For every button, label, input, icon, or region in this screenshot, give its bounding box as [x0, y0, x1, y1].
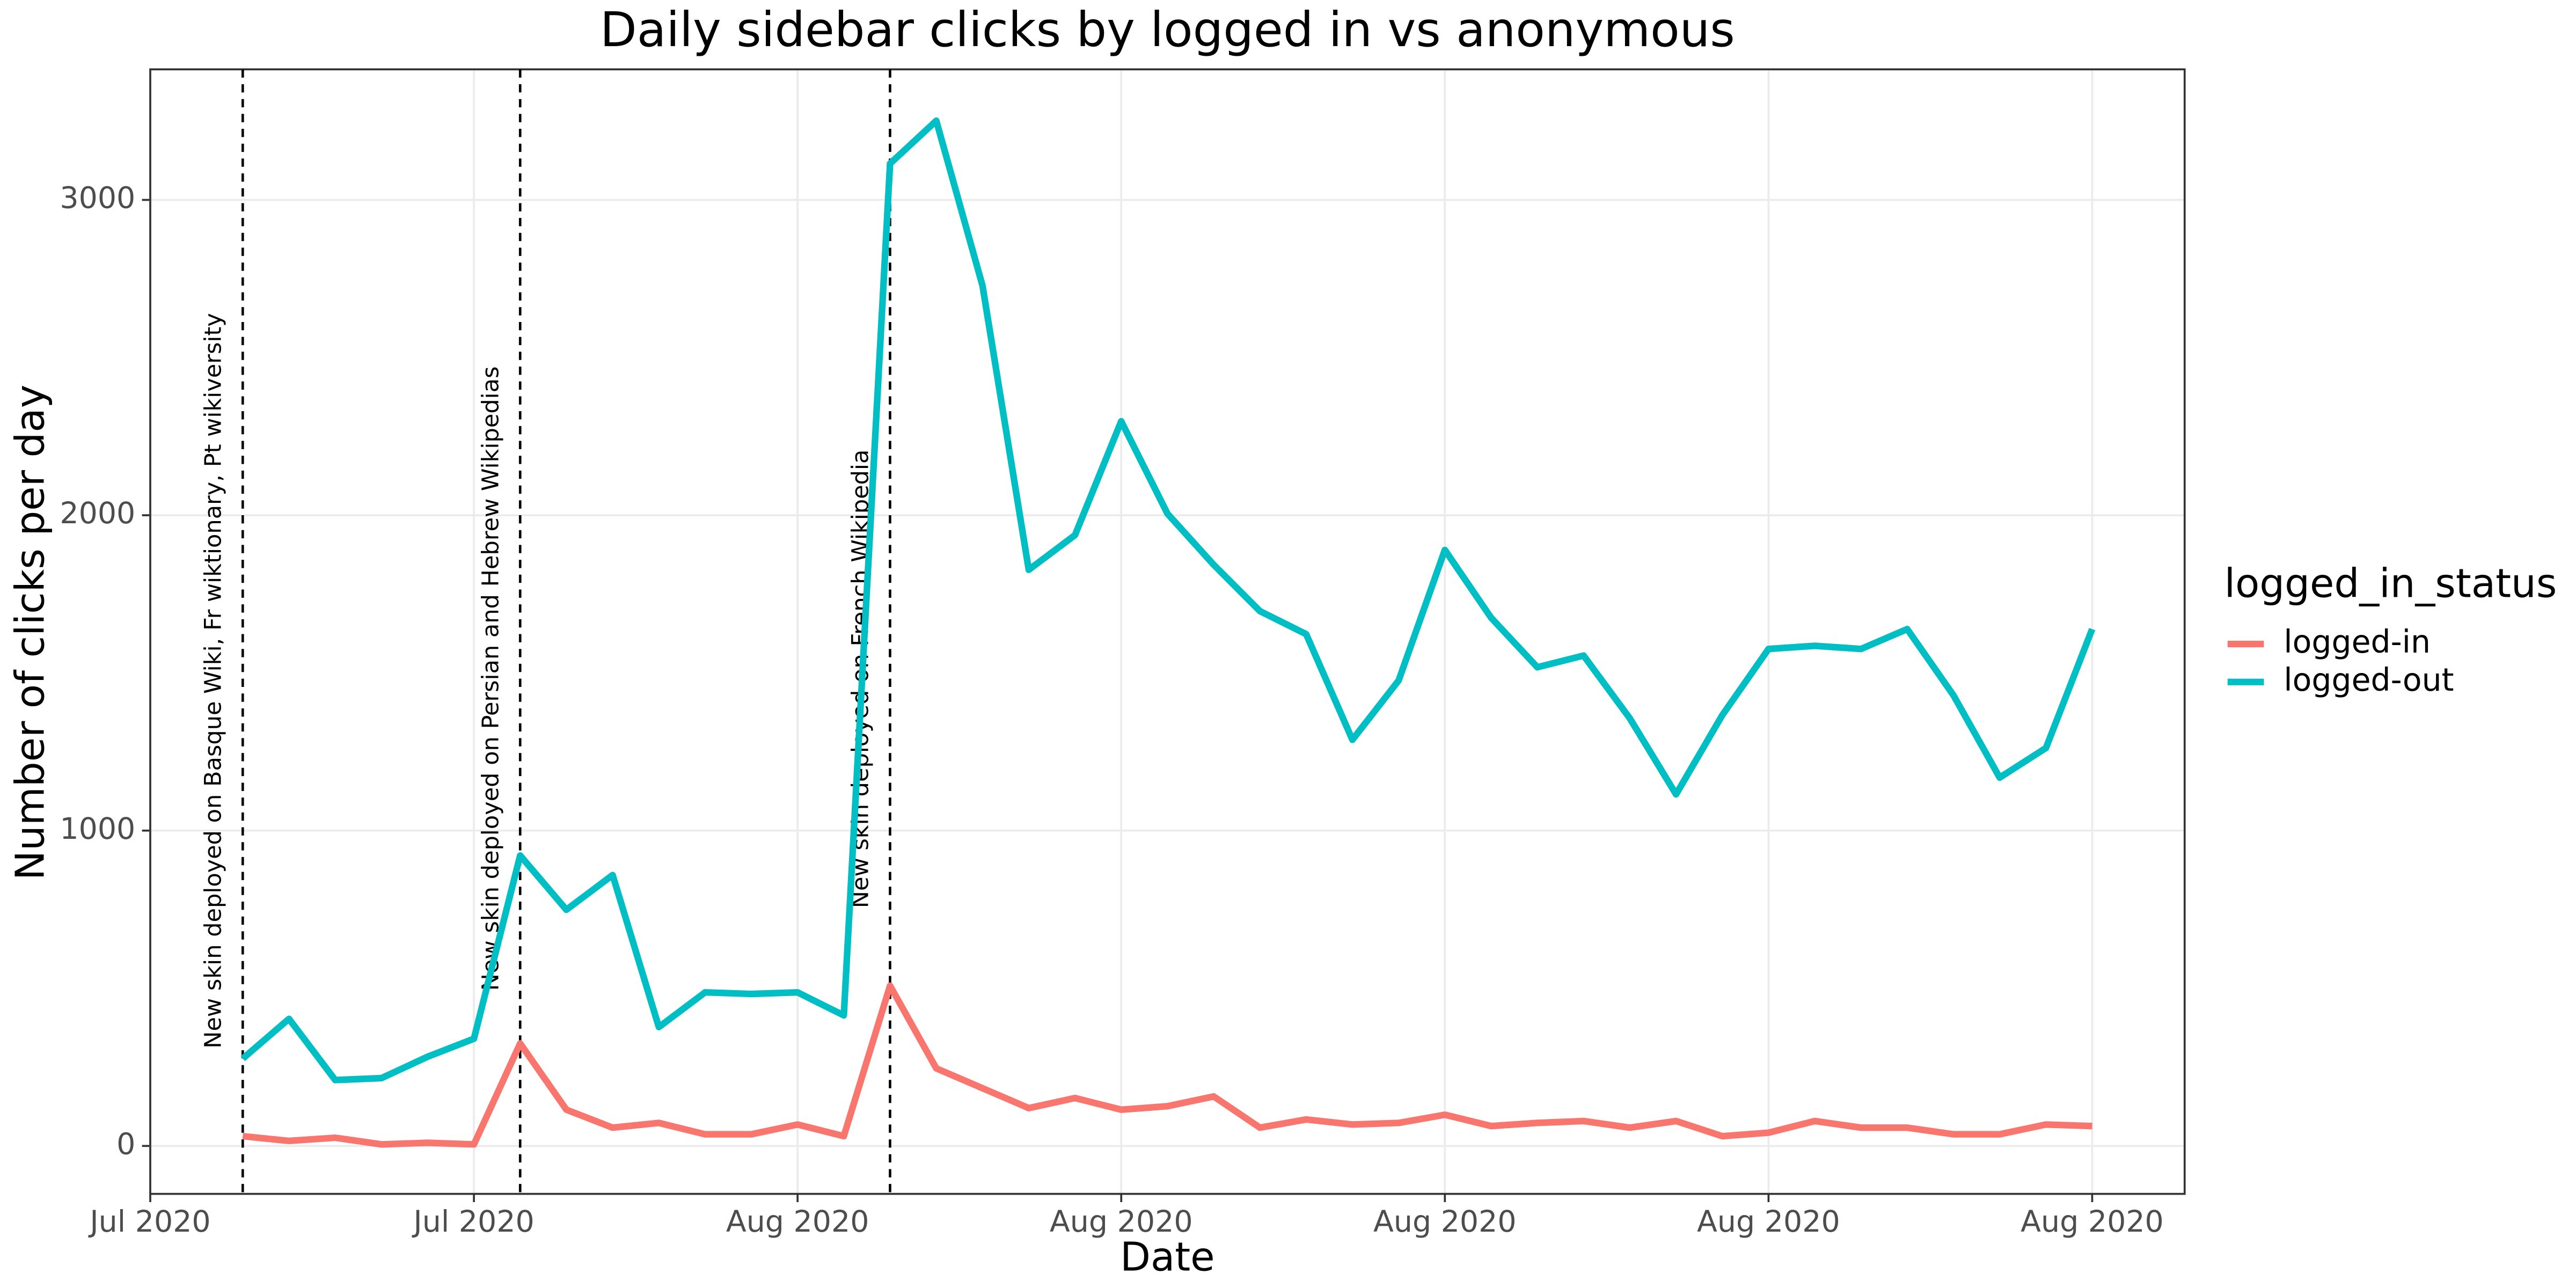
legend-label: logged-in — [2284, 624, 2431, 660]
y-axis-label: Number of clicks per day — [8, 385, 54, 880]
y-tick-label: 3000 — [60, 181, 135, 216]
x-tick-label: Aug 2020 — [726, 1205, 869, 1239]
event-label: New skin deployed on Basque Wiki, Fr wik… — [200, 313, 227, 1048]
x-tick-label: Jul 2020 — [88, 1205, 210, 1239]
y-tick-label: 0 — [116, 1127, 135, 1161]
series-line — [242, 982, 2092, 1148]
series-line — [240, 117, 2096, 1084]
x-tick-label: Aug 2020 — [1050, 1205, 1193, 1239]
plot-border — [149, 68, 2186, 1195]
x-axis-label: Date — [1120, 1234, 1214, 1280]
legend-label: logged-out — [2284, 662, 2454, 698]
x-tick-label: Aug 2020 — [1373, 1205, 1517, 1239]
x-tick-label: Aug 2020 — [2021, 1205, 2164, 1239]
y-tick-label: 1000 — [60, 812, 135, 846]
y-tick-label: 2000 — [60, 496, 135, 531]
x-tick-label: Jul 2020 — [412, 1205, 534, 1239]
x-tick-label: Aug 2020 — [1697, 1205, 1840, 1239]
legend-title: logged_in_status — [2224, 560, 2557, 606]
chart-title: Daily sidebar clicks by logged in vs ano… — [600, 2, 1735, 58]
event-label: New skin deployed on Persian and Hebrew … — [477, 367, 504, 991]
